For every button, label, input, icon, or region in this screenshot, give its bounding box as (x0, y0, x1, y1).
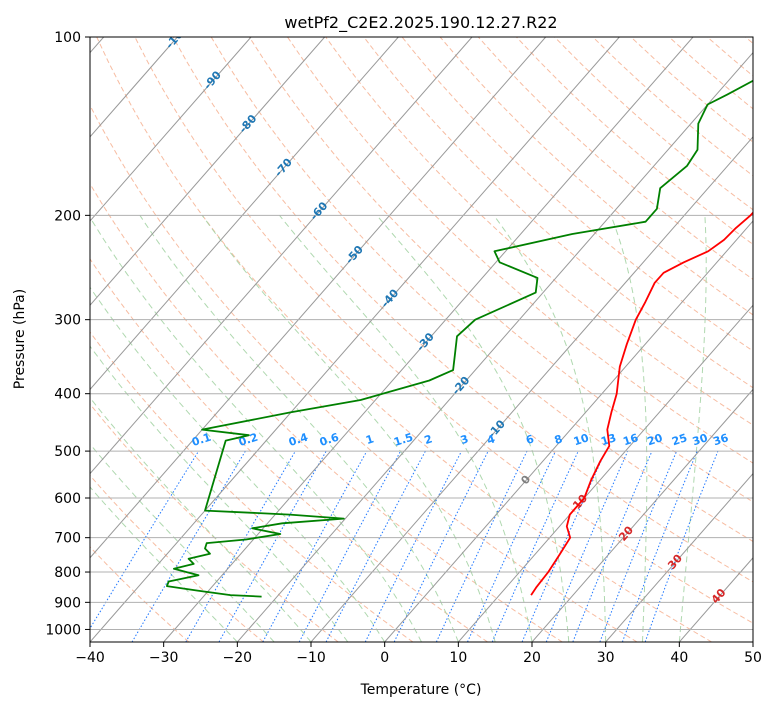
x-axis-label: Temperature (°C) (360, 682, 482, 698)
y-tick-label: 700 (54, 531, 81, 547)
x-tick-label: 40 (670, 650, 688, 666)
x-tick-label: −10 (296, 650, 326, 666)
x-tick-label: −40 (75, 650, 105, 666)
y-tick-label: 800 (54, 565, 81, 581)
x-tick-label: 50 (744, 650, 762, 666)
y-tick-label: 200 (54, 208, 81, 224)
x-tick-label: 30 (597, 650, 615, 666)
x-tick-label: 10 (449, 650, 467, 666)
y-tick-label: 600 (54, 491, 81, 507)
x-tick-label: 20 (523, 650, 541, 666)
chart-title: wetPf2_C2E2.2025.190.12.27.R22 (284, 13, 557, 33)
x-tick-label: −20 (223, 650, 253, 666)
y-tick-label: 1000 (45, 622, 81, 638)
y-tick-label: 100 (54, 30, 81, 46)
y-tick-label: 300 (54, 313, 81, 329)
x-tick-label: −30 (149, 650, 179, 666)
y-tick-label: 900 (54, 595, 81, 611)
y-tick-label: 400 (54, 387, 81, 403)
x-tick-label: 0 (380, 650, 389, 666)
y-tick-label: 500 (54, 444, 81, 460)
y-axis-label: Pressure (hPa) (12, 289, 28, 389)
